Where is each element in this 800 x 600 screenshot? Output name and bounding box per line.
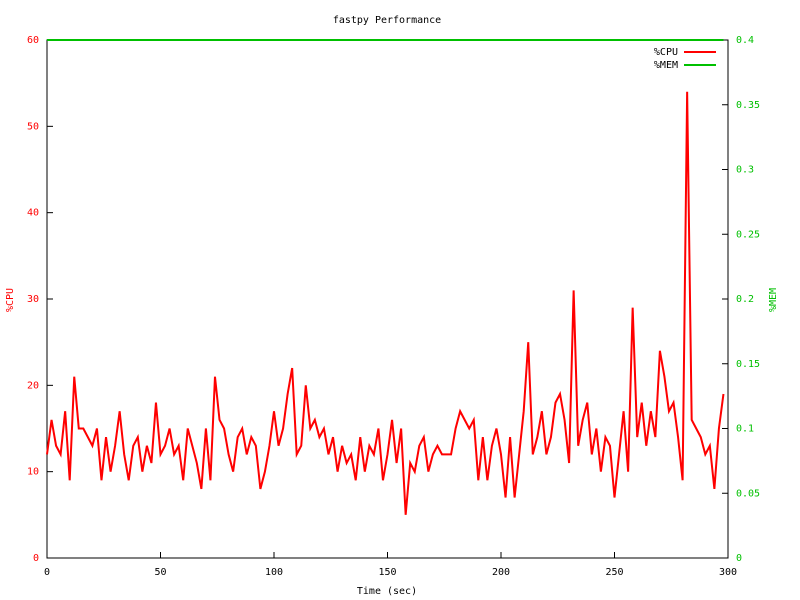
- y2-tick-label: 0.35: [736, 100, 760, 111]
- y2-tick-label: 0.4: [736, 35, 754, 46]
- y2-tick-label: 0.3: [736, 165, 754, 176]
- x-tick-label: 250: [605, 567, 623, 578]
- y-tick-label: 30: [27, 294, 39, 305]
- y2-tick-label: 0.1: [736, 424, 754, 435]
- legend-label: %CPU: [654, 47, 678, 58]
- legend-label: %MEM: [654, 60, 678, 71]
- y-tick-label: 40: [27, 208, 39, 219]
- y-tick-label: 60: [27, 35, 39, 46]
- x-axis-label: Time (sec): [357, 586, 417, 597]
- y2-axis-label: %MEM: [768, 288, 779, 312]
- y2-tick-label: 0: [736, 553, 742, 564]
- x-tick-label: 200: [492, 567, 510, 578]
- y-tick-label: 20: [27, 380, 39, 391]
- y2-tick-label: 0.15: [736, 359, 760, 370]
- x-tick-label: 100: [265, 567, 283, 578]
- y-axis-label: %CPU: [5, 288, 16, 312]
- x-tick-label: 300: [719, 567, 737, 578]
- y2-tick-label: 0.25: [736, 229, 760, 240]
- data-line: [46, 91, 725, 515]
- y-tick-label: 50: [27, 121, 39, 132]
- y2-tick-label: 0.2: [736, 294, 754, 305]
- chart-title: fastpy Performance: [333, 15, 441, 26]
- x-tick-label: 50: [154, 567, 166, 578]
- y2-tick-label: 0.05: [736, 488, 760, 499]
- y-tick-label: 0: [33, 553, 39, 564]
- x-tick-label: 0: [44, 567, 50, 578]
- x-tick-label: 150: [378, 567, 396, 578]
- y-tick-label: 10: [27, 467, 39, 478]
- plot-frame: [46, 39, 729, 559]
